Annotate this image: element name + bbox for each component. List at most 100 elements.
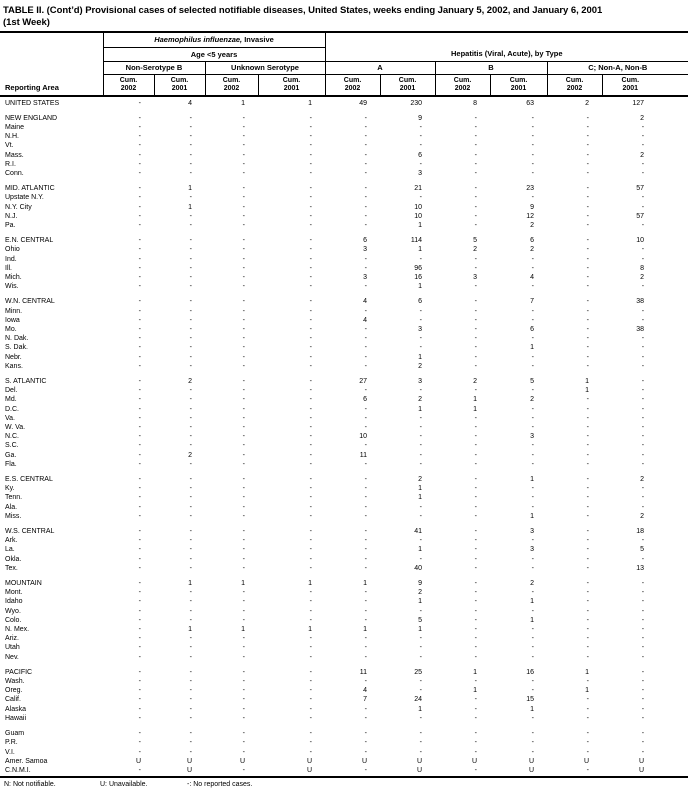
value-cell: -	[309, 362, 313, 370]
column-header-cum-2002-9: Cum. 2002	[547, 74, 603, 97]
value-cell: -	[309, 476, 313, 484]
value-cell: -	[138, 503, 141, 511]
value-cell: -	[531, 283, 535, 291]
value-cell: -	[309, 705, 313, 713]
value-cell: U	[583, 757, 590, 765]
reporting-area-cell: Mo.	[5, 325, 17, 333]
reporting-area-cell: Nebr.	[5, 353, 22, 361]
reporting-area-cell: Mich.	[5, 273, 22, 281]
value-cell: -	[189, 151, 192, 159]
value-cell: 230	[410, 99, 423, 107]
value-cell: -	[138, 564, 141, 572]
value-cell: -	[309, 696, 313, 704]
value-cell: -	[138, 160, 141, 168]
value-cell: -	[474, 203, 478, 211]
value-cell: -	[138, 607, 141, 615]
value-cell: -	[474, 653, 478, 661]
value-cell: -	[474, 748, 478, 756]
value-cell: -	[474, 705, 478, 713]
value-cell: -	[474, 555, 478, 563]
value-cell: -	[189, 221, 192, 229]
value-cell: -	[189, 283, 192, 291]
value-cell: -	[419, 194, 423, 202]
value-cell: -	[242, 512, 245, 520]
value-cell: -	[189, 194, 192, 202]
value-cell: -	[138, 512, 141, 520]
value-cell: -	[641, 616, 645, 624]
value-cell: -	[138, 273, 141, 281]
value-cell: -	[364, 460, 368, 468]
value-cell: -	[586, 255, 590, 263]
value-cell: 4	[363, 316, 368, 324]
value-cell: -	[189, 555, 192, 563]
value-cell: -	[641, 653, 645, 661]
value-cell: 10	[636, 237, 645, 245]
value-cell: -	[364, 644, 368, 652]
reporting-area-cell: MOUNTAIN	[5, 580, 42, 588]
table-row-united-states: UNITED STATES - 4 1 1 49 230 8 63 2 127	[0, 99, 688, 108]
value-cell: -	[138, 212, 141, 220]
table-row-n-mex: N. Mex. - 1 1 1 1 1 - - - -	[0, 625, 688, 634]
value-cell: -	[641, 748, 645, 756]
reporting-area-cell: E.N. CENTRAL	[5, 237, 54, 245]
table-row-okla: Okla. - - - - - - - - - -	[0, 555, 688, 564]
value-cell: -	[138, 739, 141, 747]
value-cell: -	[364, 353, 368, 361]
table-row-w-n-central: W.N. CENTRAL - - - - 4 6 - 7 - 38	[0, 297, 688, 306]
value-cell: -	[531, 255, 535, 263]
value-cell: -	[138, 123, 141, 131]
reporting-area-cell: Conn.	[5, 169, 24, 177]
value-cell: -	[419, 142, 423, 150]
value-cell: -	[364, 142, 368, 150]
table-row-n-c: N.C. - - - - 10 - - 3 - -	[0, 432, 688, 441]
value-cell: -	[474, 335, 478, 343]
table-title-line1: TABLE II. (Cont’d) Provisional cases of …	[3, 5, 603, 16]
value-cell: -	[531, 653, 535, 661]
value-cell: -	[189, 396, 192, 404]
reporting-area-cell: Nev.	[5, 653, 19, 661]
value-cell: -	[474, 424, 478, 431]
value-cell: -	[138, 678, 141, 686]
value-cell: -	[309, 335, 313, 343]
column-header-cum-2001-4: Cum. 2001	[258, 74, 326, 97]
value-cell: -	[474, 528, 478, 536]
reporting-area-cell: Amer. Samoa	[5, 757, 48, 765]
value-cell: -	[309, 607, 313, 615]
value-cell: -	[641, 377, 645, 385]
value-cell: 2	[640, 512, 645, 520]
reporting-area-cell: D.C.	[5, 405, 19, 413]
value-cell: -	[641, 335, 645, 343]
value-cell: -	[474, 298, 478, 306]
value-cell: -	[309, 151, 313, 159]
value-cell: -	[189, 133, 192, 141]
table-row-maine: Maine - - - - - - - - - -	[0, 123, 688, 132]
value-cell: -	[364, 414, 368, 422]
value-cell: -	[138, 687, 141, 695]
value-cell: -	[242, 353, 245, 361]
value-cell: 2	[418, 396, 423, 404]
value-cell: -	[364, 114, 368, 122]
reporting-area-cell: Utah	[5, 644, 20, 652]
value-cell: -	[189, 503, 192, 511]
value-cell: 3	[530, 528, 535, 536]
value-cell: -	[189, 494, 192, 502]
value-cell: -	[189, 687, 192, 695]
value-cell: -	[641, 485, 645, 493]
value-cell: -	[242, 546, 245, 554]
value-cell: -	[309, 494, 313, 502]
value-cell: -	[586, 396, 590, 404]
value-cell: -	[531, 564, 535, 572]
value-cell: -	[641, 705, 645, 713]
value-cell: -	[242, 485, 245, 493]
value-cell: -	[641, 668, 645, 676]
value-cell: -	[419, 678, 423, 686]
value-cell: -	[474, 283, 478, 291]
value-cell: -	[419, 537, 423, 545]
value-cell: -	[474, 678, 478, 686]
value-cell: 1	[530, 344, 535, 352]
value-cell: -	[419, 160, 423, 168]
table-row-nebr: Nebr. - - - - - 1 - - - -	[0, 353, 688, 362]
value-cell: -	[138, 307, 141, 315]
value-cell: -	[586, 528, 590, 536]
value-cell: 4	[530, 273, 535, 281]
